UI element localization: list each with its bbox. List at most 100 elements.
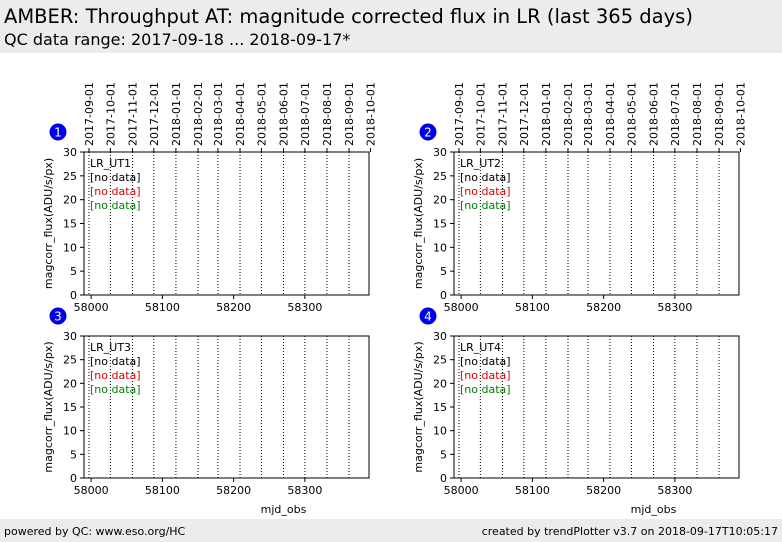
- footer-timestamp: created by trendPlotter v3.7 on 2018-09-…: [481, 525, 778, 538]
- date-tick-label: 2018-05-01: [255, 82, 268, 146]
- y-axis-label: magcorr_flux(ADU/s/px): [42, 158, 55, 289]
- series-label: LR_UT4: [460, 341, 501, 354]
- date-tick-label: 2017-12-01: [148, 82, 161, 146]
- date-tick-label: 2018-09-01: [713, 82, 726, 146]
- y-tick-label: 5: [440, 265, 447, 278]
- no-data-annotation: [no data]: [90, 369, 141, 382]
- x-tick-label: 58000: [444, 484, 479, 497]
- panel-badge: [419, 123, 437, 141]
- x-tick-label: 58200: [586, 484, 621, 497]
- date-tick-label: 2018-01-01: [170, 82, 183, 146]
- date-tick-label: 2018-01-01: [540, 82, 553, 146]
- date-tick-label: 2018-03-01: [582, 82, 595, 146]
- x-tick-label: 58300: [657, 301, 692, 314]
- panel-badge: [49, 307, 67, 325]
- no-data-annotation: [no data]: [90, 383, 141, 396]
- y-tick-label: 20: [433, 194, 447, 207]
- panel-badge-number: 4: [424, 310, 432, 324]
- panel-badge-number: 1: [54, 126, 62, 140]
- x-tick-label: 58200: [216, 301, 251, 314]
- date-tick-label: 2018-10-01: [364, 82, 377, 146]
- y-tick-label: 20: [63, 194, 77, 207]
- y-tick-label: 15: [63, 401, 77, 414]
- date-tick-label: 2017-11-01: [496, 82, 509, 146]
- no-data-annotation: [no data]: [460, 199, 511, 212]
- x-tick-label: 58300: [287, 484, 322, 497]
- series-label: LR_UT3: [90, 341, 131, 354]
- no-data-annotation: [no data]: [460, 185, 511, 198]
- date-tick-label: 2017-09-01: [83, 82, 96, 146]
- date-tick-label: 2018-04-01: [604, 82, 617, 146]
- y-tick-label: 5: [70, 265, 77, 278]
- y-tick-label: 0: [70, 289, 77, 302]
- y-tick-label: 20: [63, 377, 77, 390]
- y-tick-label: 30: [63, 330, 77, 343]
- y-tick-label: 0: [440, 472, 447, 485]
- panel-badge: [49, 123, 67, 141]
- x-tick-label: 58300: [657, 484, 692, 497]
- panel-badge-number: 3: [54, 310, 62, 324]
- panel-badge: [419, 307, 437, 325]
- series-label: LR_UT2: [460, 157, 501, 170]
- y-tick-label: 10: [433, 241, 447, 254]
- no-data-annotation: [no data]: [90, 171, 141, 184]
- y-tick-label: 30: [433, 146, 447, 159]
- x-tick-label: 58100: [145, 301, 180, 314]
- y-tick-label: 10: [433, 425, 447, 438]
- page-title: AMBER: Throughput AT: magnitude correcte…: [4, 5, 693, 28]
- no-data-annotation: [no data]: [90, 185, 141, 198]
- x-tick-label: 58000: [444, 301, 479, 314]
- y-axis-label: magcorr_flux(ADU/s/px): [412, 158, 425, 289]
- date-tick-label: 2018-02-01: [192, 82, 205, 146]
- x-tick-label: 58200: [216, 484, 251, 497]
- date-tick-label: 2018-05-01: [625, 82, 638, 146]
- y-tick-label: 20: [433, 377, 447, 390]
- date-tick-label: 2017-09-01: [453, 82, 466, 146]
- x-axis-label: mjd_obs: [261, 503, 307, 516]
- date-tick-label: 2018-04-01: [234, 82, 247, 146]
- x-tick-label: 58000: [74, 484, 109, 497]
- y-tick-label: 15: [433, 401, 447, 414]
- no-data-annotation: [no data]: [460, 383, 511, 396]
- y-tick-label: 25: [63, 354, 77, 367]
- y-axis-label: magcorr_flux(ADU/s/px): [412, 341, 425, 472]
- x-axis-label: mjd_obs: [631, 503, 677, 516]
- page-subtitle: QC data range: 2017-09-18 ... 2018-09-17…: [4, 30, 351, 49]
- y-axis-label: magcorr_flux(ADU/s/px): [42, 341, 55, 472]
- y-tick-label: 5: [70, 448, 77, 461]
- date-tick-label: 2017-11-01: [126, 82, 139, 146]
- y-tick-label: 5: [440, 448, 447, 461]
- y-tick-label: 25: [63, 170, 77, 183]
- date-tick-label: 2018-09-01: [343, 82, 356, 146]
- y-tick-label: 10: [63, 425, 77, 438]
- x-tick-label: 58100: [515, 484, 550, 497]
- footer-bar: powered by QC: www.eso.org/HC created by…: [0, 519, 782, 542]
- date-tick-label: 2018-06-01: [278, 82, 291, 146]
- y-tick-label: 15: [63, 218, 77, 231]
- y-tick-label: 15: [433, 218, 447, 231]
- date-tick-label: 2018-06-01: [648, 82, 661, 146]
- header-bar: AMBER: Throughput AT: magnitude correcte…: [0, 0, 782, 53]
- date-tick-label: 2017-10-01: [474, 82, 487, 146]
- date-tick-label: 2017-12-01: [518, 82, 531, 146]
- y-tick-label: 0: [70, 472, 77, 485]
- no-data-annotation: [no data]: [460, 171, 511, 184]
- y-tick-label: 10: [63, 241, 77, 254]
- date-tick-label: 2018-08-01: [691, 82, 704, 146]
- footer-credit: powered by QC: www.eso.org/HC: [4, 525, 186, 538]
- date-tick-label: 2018-07-01: [299, 82, 312, 146]
- date-tick-label: 2018-02-01: [562, 82, 575, 146]
- no-data-annotation: [no data]: [460, 355, 511, 368]
- x-tick-label: 58300: [287, 301, 322, 314]
- date-tick-label: 2018-03-01: [212, 82, 225, 146]
- x-tick-label: 58100: [145, 484, 180, 497]
- y-tick-label: 0: [440, 289, 447, 302]
- y-tick-label: 25: [433, 170, 447, 183]
- date-tick-label: 2017-10-01: [104, 82, 117, 146]
- date-tick-label: 2018-10-01: [734, 82, 747, 146]
- y-tick-label: 30: [433, 330, 447, 343]
- no-data-annotation: [no data]: [460, 369, 511, 382]
- x-tick-label: 58000: [74, 301, 109, 314]
- y-tick-label: 30: [63, 146, 77, 159]
